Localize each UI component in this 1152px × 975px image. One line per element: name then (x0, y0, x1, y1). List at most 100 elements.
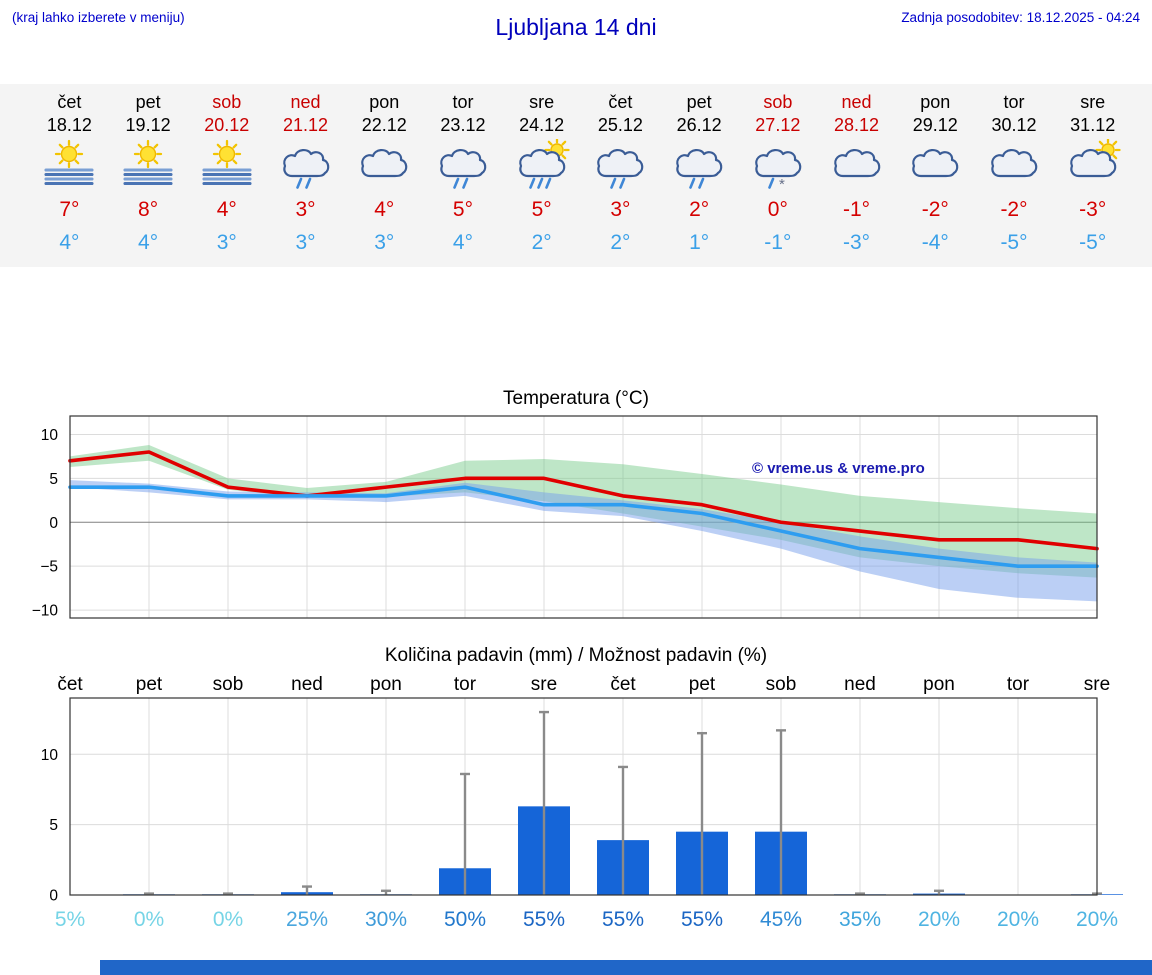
weather-icon-slot (345, 139, 424, 193)
high-temp: 3° (610, 198, 631, 221)
day-label: tor (1007, 674, 1030, 695)
sun-fog-icon (202, 139, 252, 186)
cloud-icon (833, 149, 880, 178)
weather-icon-slot (30, 139, 109, 193)
svg-text:*: * (779, 176, 785, 191)
day-date: 27.12 (755, 115, 801, 135)
precip-probability: 45% (760, 908, 802, 931)
day-date: 20.12 (204, 115, 250, 135)
cloud-icon (991, 149, 1038, 178)
high-temp: 4° (216, 198, 237, 221)
forecast-day: pon 29.12 -2° -4° (896, 84, 975, 267)
forecast-day: čet 25.12 3° 2° (581, 84, 660, 267)
forecast-day: čet 18.12 7° 4° (30, 84, 109, 267)
menu-hint: (kraj lahko izberete v meniju) (12, 10, 185, 25)
y-tick-label: −10 (32, 603, 59, 620)
day-date: 26.12 (676, 115, 722, 135)
forecast-day: sob 27.12 * 0° -1° (738, 84, 817, 267)
last-update: Zadnja posodobitev: 18.12.2025 - 04:24 (901, 10, 1140, 25)
low-temp: 4° (59, 231, 80, 254)
weather-icon-slot (502, 137, 581, 193)
forecast-strip: čet 18.12 7° 4° pet 19.12 8° 4° sob 20.12 4° 3° ned 2… (0, 84, 1152, 267)
cloud-rain-icon (440, 149, 487, 189)
day-date: 29.12 (912, 115, 958, 135)
high-temp: 8° (138, 198, 159, 221)
sun-cloud-heavy-rain-icon (518, 137, 570, 189)
forecast-day: tor 23.12 5° 4° (424, 84, 503, 267)
high-temp: 5° (452, 198, 473, 221)
day-label: pet (136, 674, 163, 695)
day-label: sob (766, 674, 797, 695)
weather-icon-slot (424, 139, 503, 193)
weather-icon-slot (187, 139, 266, 193)
low-temp: 3° (374, 231, 395, 254)
precipitation-chart: čet pet sob ned pon tor sre čet pet sob ned pon tor s… (41, 674, 1123, 931)
precip-probability: 30% (365, 908, 407, 931)
day-name: pon (369, 92, 400, 112)
weather-icon-slot (1053, 137, 1132, 193)
day-name: tor (1003, 92, 1025, 112)
precip-probability: 55% (681, 908, 723, 931)
day-label: sre (1084, 674, 1110, 695)
low-temp: 1° (689, 231, 710, 254)
weather-icon-slot (896, 139, 975, 193)
weather-icon-slot (817, 139, 896, 193)
day-name: ned (841, 92, 872, 112)
day-name: čet (57, 92, 82, 112)
day-label: pon (923, 674, 955, 695)
high-temp: 5° (531, 198, 552, 221)
day-name: sob (763, 92, 793, 112)
precip-probability: 25% (286, 908, 328, 931)
precip-probability: 50% (444, 908, 486, 931)
day-name: sre (529, 92, 555, 112)
weather-icon-slot (975, 139, 1054, 193)
day-date: 22.12 (361, 115, 407, 135)
high-temp: -3° (1079, 198, 1107, 221)
day-date: 24.12 (519, 115, 565, 135)
forecast-day: pon 22.12 4° 3° (345, 84, 424, 267)
cloud-sleet-icon: * (755, 149, 802, 193)
day-name: pet (135, 92, 161, 112)
high-temp: -2° (921, 198, 949, 221)
high-temp: -1° (843, 198, 871, 221)
day-date: 28.12 (834, 115, 880, 135)
y-tick-label: 10 (41, 747, 59, 764)
day-name: sre (1080, 92, 1106, 112)
weather-icon-slot (109, 139, 188, 193)
precip-probability: 55% (523, 908, 565, 931)
low-temp: 2° (531, 231, 552, 254)
sun-fog-icon (123, 139, 173, 186)
high-temp: -2° (1000, 198, 1028, 221)
day-name: pon (920, 92, 951, 112)
day-label: sob (213, 674, 244, 695)
day-date: 30.12 (991, 115, 1037, 135)
cloud-rain-icon (676, 149, 723, 189)
low-temp: 3° (216, 231, 237, 254)
day-label: ned (844, 674, 876, 695)
precip-probability: 0% (134, 908, 164, 931)
low-temp: 2° (610, 231, 631, 254)
low-temp: 4° (452, 231, 473, 254)
page-title: Ljubljana 14 dni (495, 14, 657, 40)
day-name: čet (608, 92, 633, 112)
y-tick-label: 0 (49, 515, 58, 532)
precip-probability: 20% (1076, 908, 1118, 931)
precipitation-chart-title: Količina padavin (mm) / Možnost padavin … (384, 645, 768, 666)
low-temp: -5° (1079, 231, 1107, 254)
precip-probability: 5% (55, 908, 85, 931)
low-temp: 3° (295, 231, 316, 254)
precip-probability: 55% (602, 908, 644, 931)
forecast-day: pet 26.12 2° 1° (660, 84, 739, 267)
plot-border (69, 415, 1098, 619)
sun-cloud-icon (1069, 137, 1121, 178)
min-temp-line (68, 485, 1099, 568)
cloud-icon (361, 149, 408, 178)
cloud-rain-icon (597, 149, 644, 189)
high-temp: 0° (767, 198, 788, 221)
temperature-chart-title: Temperatura (°C) (503, 388, 649, 409)
precip-probability: 0% (213, 908, 243, 931)
day-label: pon (370, 674, 402, 695)
plot-border (69, 697, 1098, 896)
day-date: 23.12 (440, 115, 486, 135)
forecast-day: pet 19.12 8° 4° (109, 84, 188, 267)
